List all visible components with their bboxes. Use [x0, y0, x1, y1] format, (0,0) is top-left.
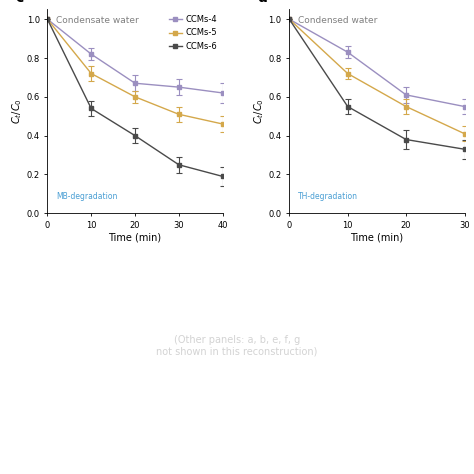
Text: c: c: [16, 0, 24, 5]
Text: MB-degradation: MB-degradation: [56, 192, 118, 201]
Y-axis label: $C_t$/$C_0$: $C_t$/$C_0$: [252, 99, 265, 124]
Legend: CCMs-4, CCMs-5, CCMs-6: CCMs-4, CCMs-5, CCMs-6: [168, 14, 219, 52]
Text: Condensed water: Condensed water: [298, 16, 377, 25]
Text: Condensate water: Condensate water: [56, 16, 139, 25]
X-axis label: Time (min): Time (min): [350, 233, 403, 243]
Text: (Other panels: a, b, e, f, g
not shown in this reconstruction): (Other panels: a, b, e, f, g not shown i…: [156, 335, 318, 357]
Text: TH-degradation: TH-degradation: [298, 192, 358, 201]
X-axis label: Time (min): Time (min): [109, 233, 162, 243]
Text: d: d: [258, 0, 268, 5]
Y-axis label: $C_t$/$C_0$: $C_t$/$C_0$: [10, 99, 24, 124]
